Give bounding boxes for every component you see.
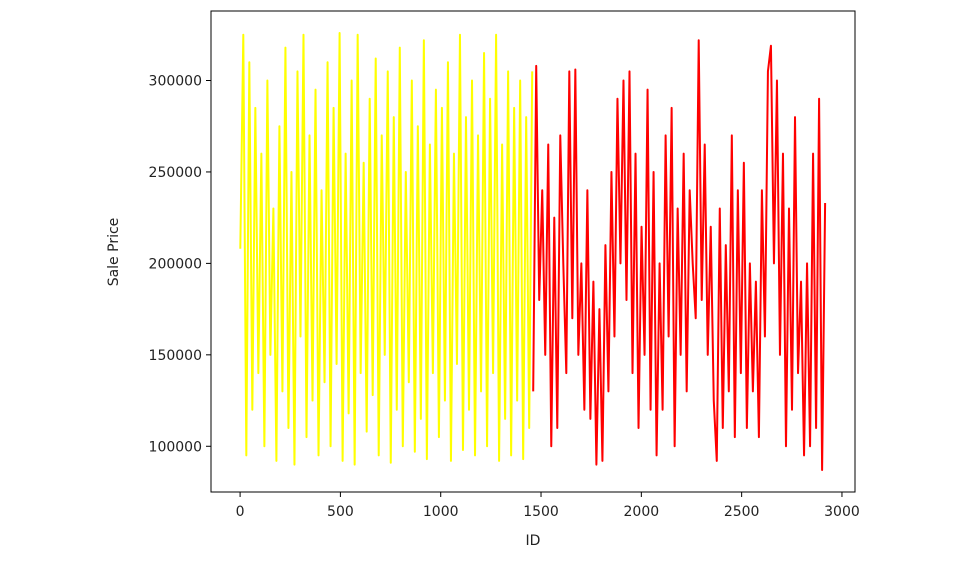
data-line (239, 31, 534, 466)
y-axis-label: Sale Price (106, 218, 122, 287)
y-tick-label: 300000 (149, 73, 202, 89)
x-tick-label: 3000 (824, 504, 860, 520)
x-tick-label: 500 (327, 504, 354, 520)
plot-frame (210, 10, 856, 493)
x-axis-label: ID (526, 533, 541, 549)
x-tick-label: 2500 (724, 504, 760, 520)
x-tick-label: 1500 (523, 504, 559, 520)
y-tick-label: 200000 (149, 256, 202, 272)
y-tick-label: 150000 (149, 348, 202, 364)
x-tick-label: 2000 (624, 504, 660, 520)
data-line (532, 39, 827, 472)
x-tick-label: 1000 (423, 504, 459, 520)
y-tick-label: 250000 (149, 165, 202, 181)
x-tick-label: 0 (236, 504, 245, 520)
y-tick-label: 100000 (149, 439, 202, 455)
